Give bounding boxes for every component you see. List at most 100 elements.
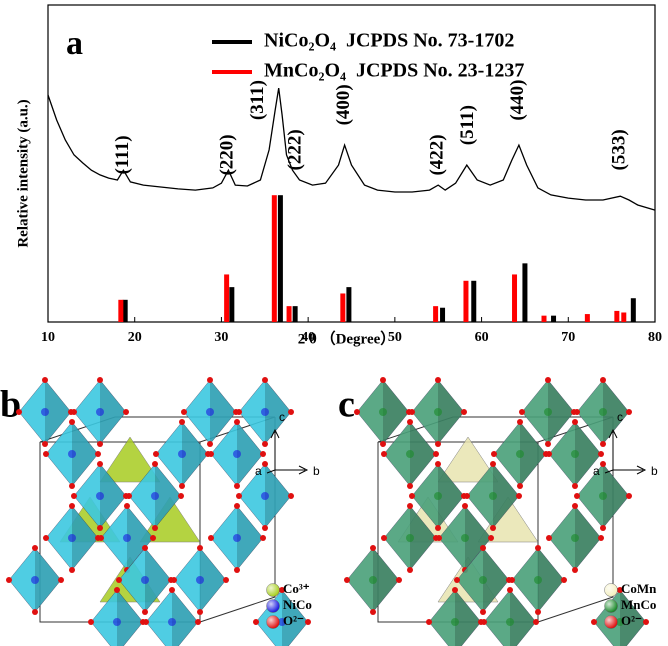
oxygen — [43, 451, 49, 457]
oxygen — [535, 609, 541, 615]
oxygen — [517, 483, 523, 489]
legend-label: NiCo — [283, 597, 312, 612]
legend-shine — [267, 600, 280, 613]
reference-bar — [551, 316, 556, 322]
cation — [599, 492, 607, 500]
oxygen — [435, 461, 441, 467]
oxygen — [43, 535, 49, 541]
oxygen — [574, 409, 580, 415]
oxygen — [407, 567, 413, 573]
reference-bar — [471, 281, 476, 322]
oxygen — [643, 619, 649, 625]
oxygen — [407, 419, 413, 425]
oxygen — [71, 409, 77, 415]
reference-bar — [278, 195, 283, 322]
cation — [196, 576, 204, 584]
oxygen — [171, 577, 177, 583]
oxygen — [600, 441, 606, 447]
cation — [434, 408, 442, 416]
oxygen — [42, 441, 48, 447]
oxygen — [179, 419, 185, 425]
oxygen — [197, 609, 203, 615]
cation — [406, 534, 414, 542]
reference-bar — [224, 274, 229, 322]
oxygen — [591, 619, 597, 625]
legend-shine — [267, 616, 280, 629]
axis-label: c — [617, 410, 623, 424]
reference-bar — [585, 314, 590, 322]
oxygen — [409, 409, 415, 415]
peak-label: (440) — [507, 80, 528, 121]
oxygen — [535, 545, 541, 551]
peak-label: (511) — [457, 105, 478, 145]
cation — [534, 576, 542, 584]
oxygen — [490, 461, 496, 467]
cation — [461, 534, 469, 542]
oxygen — [545, 377, 551, 383]
panel-label: a — [66, 25, 83, 62]
reference-bar — [293, 306, 298, 322]
cation — [571, 450, 579, 458]
oxygen — [561, 577, 567, 583]
oxygen — [370, 545, 376, 551]
oxygen — [71, 493, 77, 499]
cation — [599, 408, 607, 416]
oxygen — [370, 609, 376, 615]
cation — [206, 408, 214, 416]
reference-bar — [522, 263, 527, 322]
oxygen — [288, 493, 294, 499]
cation — [516, 450, 524, 458]
cation — [571, 534, 579, 542]
oxygen — [381, 451, 387, 457]
oxygen — [262, 461, 268, 467]
cation — [233, 450, 241, 458]
oxygen — [153, 451, 159, 457]
reference-bar — [118, 300, 123, 322]
oxygen — [58, 577, 64, 583]
x-tick-label: 70 — [561, 330, 575, 345]
oxygen — [464, 493, 470, 499]
oxygen — [344, 577, 350, 583]
reference-bar — [440, 308, 445, 322]
cation — [233, 534, 241, 542]
oxygen — [435, 377, 441, 383]
oxygen — [574, 493, 580, 499]
axis-label: b — [651, 464, 658, 478]
oxygen — [461, 409, 467, 415]
cation — [31, 576, 39, 584]
cation — [96, 408, 104, 416]
oxygen — [234, 567, 240, 573]
reference-bar — [542, 316, 547, 322]
reference-bar — [433, 306, 438, 322]
legend-label: NiCo₂O₄ JCPDS No. 73-1702 — [264, 30, 514, 52]
panel-label: b — [0, 384, 21, 426]
oxygen — [516, 493, 522, 499]
oxygen — [572, 483, 578, 489]
oxygen — [123, 409, 129, 415]
legend-label: MnCo₂O₄ JCPDS No. 23-1237 — [264, 60, 524, 82]
reference-bar — [340, 293, 345, 322]
cation — [151, 492, 159, 500]
oxygen — [42, 377, 48, 383]
oxygen — [452, 587, 458, 593]
oxygen — [234, 483, 240, 489]
reference-bar — [346, 287, 351, 322]
cation — [544, 408, 552, 416]
oxygen — [16, 409, 22, 415]
legend-shine — [605, 616, 618, 629]
x-tick-label: 80 — [648, 330, 662, 345]
cation — [479, 576, 487, 584]
reference-bar — [631, 298, 636, 322]
reference-bar — [229, 287, 234, 322]
oxygen — [69, 419, 75, 425]
oxygen — [236, 493, 242, 499]
oxygen — [545, 441, 551, 447]
peak-label: (111) — [112, 135, 133, 174]
peak-label: (400) — [333, 84, 354, 125]
oxygen — [288, 409, 294, 415]
oxygen — [426, 619, 432, 625]
oxygen — [354, 409, 360, 415]
cation — [41, 408, 49, 416]
oxygen — [488, 535, 494, 541]
